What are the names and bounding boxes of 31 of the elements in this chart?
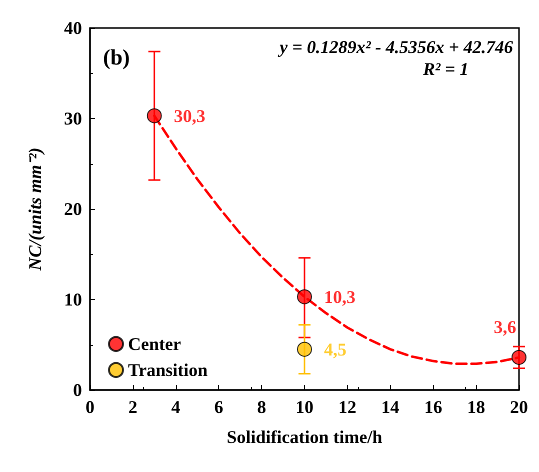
x-tick-label: 0 <box>86 397 94 417</box>
y-tick-label: 30 <box>64 108 82 128</box>
y-tick-label: 20 <box>64 199 82 219</box>
data-label: 4,5 <box>324 339 346 360</box>
x-tick-label: 14 <box>381 397 400 417</box>
x-tick-label: 4 <box>171 397 180 417</box>
x-tick-label: 12 <box>338 397 356 417</box>
x-tick-label: 8 <box>257 397 266 417</box>
annotation: R² = 1 <box>422 59 469 79</box>
point <box>146 108 162 124</box>
point <box>297 342 312 357</box>
data-label: 30,3 <box>174 106 206 126</box>
y-tick-label: 0 <box>73 380 82 400</box>
x-tick-label: 18 <box>467 397 486 417</box>
x-tick-label: 10 <box>296 397 314 417</box>
y-tick-label: 40 <box>64 18 82 38</box>
point <box>297 289 312 304</box>
legend-label: Transition <box>128 360 208 380</box>
x-tick-label: 16 <box>424 397 442 417</box>
annotation: y = 0.1289x² - 4.5356x + 42.746 <box>278 37 514 57</box>
legend-label: Center <box>128 334 181 354</box>
point <box>512 350 526 365</box>
y-axis-title: NC/(units mm⁻²) <box>25 148 45 272</box>
x-tick-label: 20 <box>510 397 528 417</box>
annotation: (b) <box>103 44 130 70</box>
x-tick-label: 2 <box>128 397 138 417</box>
data-label: 10,3 <box>324 286 356 307</box>
data-label: 3,6 <box>494 316 516 337</box>
x-tick-label: 6 <box>214 397 224 417</box>
x-axis-title: Solidification time/h <box>226 427 382 447</box>
y-tick-label: 10 <box>64 290 82 310</box>
